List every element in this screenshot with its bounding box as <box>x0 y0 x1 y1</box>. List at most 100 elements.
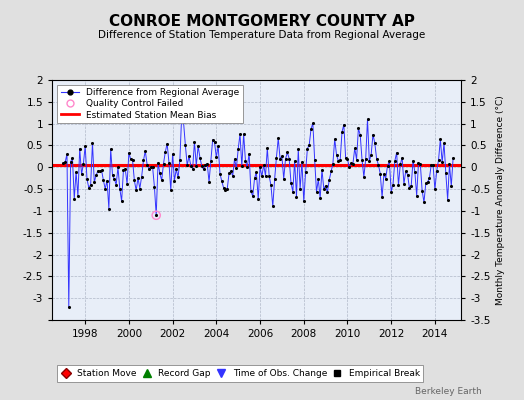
Point <box>434 157 443 163</box>
Point <box>409 157 417 164</box>
Point <box>79 161 88 167</box>
Point <box>338 129 346 135</box>
Point <box>123 180 132 187</box>
Point <box>261 172 270 179</box>
Point <box>283 149 291 156</box>
Point <box>88 140 96 146</box>
Y-axis label: Monthly Temperature Anomaly Difference (°C): Monthly Temperature Anomaly Difference (… <box>496 95 505 305</box>
Point <box>263 145 271 151</box>
Point <box>68 154 77 161</box>
Point <box>305 142 313 148</box>
Point <box>411 169 419 175</box>
Point <box>336 157 344 163</box>
Point <box>414 160 423 166</box>
Point <box>432 168 441 174</box>
Point <box>311 157 319 164</box>
Point <box>265 173 274 179</box>
Point <box>225 170 233 176</box>
Point <box>342 155 350 161</box>
Point <box>269 203 277 210</box>
Point <box>285 155 293 162</box>
Point <box>389 181 397 188</box>
Point <box>105 205 113 212</box>
Point <box>300 198 308 205</box>
Point <box>190 138 199 145</box>
Point <box>320 186 328 192</box>
Point <box>401 168 410 174</box>
Point <box>181 142 190 148</box>
Point <box>154 159 162 166</box>
Point <box>183 162 191 168</box>
Point <box>396 161 405 168</box>
Point <box>274 135 282 141</box>
Point <box>179 119 188 126</box>
Point <box>403 171 412 178</box>
Point <box>440 140 448 146</box>
Point <box>196 154 204 161</box>
Point <box>398 154 406 161</box>
Point <box>174 174 182 181</box>
Point <box>245 150 253 157</box>
Point <box>431 186 439 192</box>
Point <box>156 170 164 177</box>
Point <box>378 194 386 200</box>
Point <box>316 195 324 201</box>
Point <box>201 162 210 168</box>
Point <box>334 158 343 164</box>
Point <box>158 177 166 184</box>
Point <box>301 169 310 175</box>
Point <box>369 131 377 138</box>
Point <box>438 159 446 166</box>
Point <box>214 142 222 149</box>
Point <box>141 148 149 154</box>
Point <box>187 163 195 169</box>
Point <box>376 170 385 177</box>
Point <box>343 156 352 162</box>
Point <box>303 145 312 152</box>
Point <box>161 148 170 155</box>
Point <box>117 198 126 204</box>
Point <box>227 168 235 174</box>
Point <box>234 146 243 152</box>
Point <box>307 126 315 132</box>
Point <box>106 146 115 152</box>
Point <box>278 153 286 160</box>
Point <box>296 186 304 193</box>
Point <box>442 170 450 176</box>
Point <box>309 120 317 127</box>
Point <box>241 158 249 164</box>
Point <box>130 177 138 184</box>
Point <box>352 156 361 163</box>
Point <box>374 162 383 168</box>
Point <box>194 143 202 149</box>
Point <box>92 172 100 178</box>
Point <box>217 178 226 184</box>
Point <box>72 169 80 175</box>
Point <box>418 188 427 194</box>
Point <box>192 162 201 169</box>
Point <box>237 163 246 170</box>
Point <box>367 152 375 158</box>
Point <box>223 185 232 192</box>
Point <box>363 116 372 122</box>
Point <box>74 193 82 199</box>
Point <box>139 157 148 164</box>
Point <box>176 156 184 163</box>
Point <box>63 151 71 157</box>
Point <box>365 158 374 164</box>
Point <box>203 160 211 167</box>
Point <box>143 162 151 168</box>
Point <box>189 165 197 172</box>
Point <box>294 146 302 153</box>
Point <box>85 185 93 191</box>
Point <box>340 121 348 128</box>
Point <box>258 173 266 180</box>
Point <box>436 136 444 142</box>
Point <box>220 185 228 191</box>
Point <box>150 184 159 190</box>
Point <box>178 111 186 117</box>
Point <box>373 156 381 162</box>
Point <box>236 131 244 137</box>
Point <box>132 187 140 194</box>
Point <box>216 170 224 177</box>
